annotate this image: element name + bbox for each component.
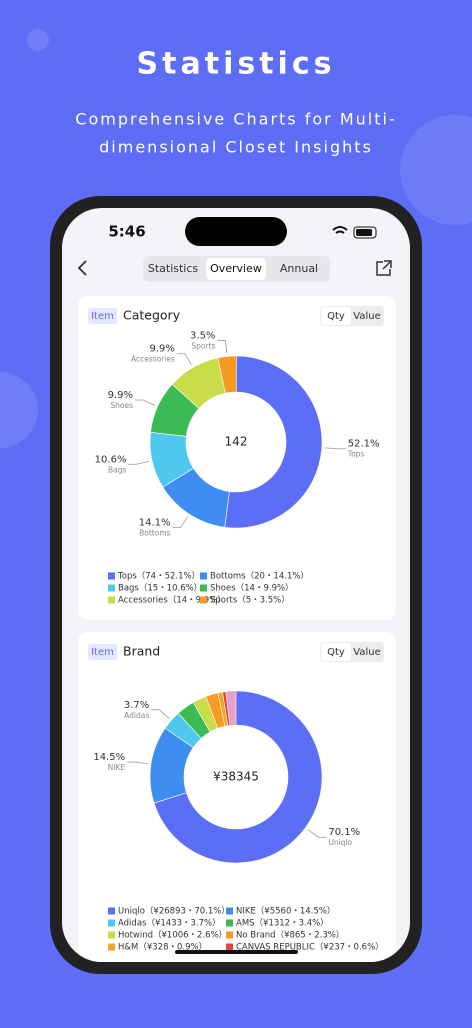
legend-swatch xyxy=(108,943,115,951)
slice-percent: 10.6% xyxy=(95,454,127,465)
leader-line xyxy=(128,461,150,465)
legend-swatch xyxy=(108,907,115,915)
decor xyxy=(0,372,38,448)
legend-swatch xyxy=(108,919,115,927)
slice-name: Accessories xyxy=(131,355,175,364)
slice-name: Tops xyxy=(347,450,365,459)
legend-swatch xyxy=(108,584,115,592)
wifi xyxy=(332,226,348,234)
tag: Item xyxy=(91,311,114,322)
card xyxy=(78,296,396,620)
donut-center: ¥38345 xyxy=(213,770,259,784)
slice-percent: 70.1% xyxy=(328,827,360,838)
battery xyxy=(353,226,377,239)
legend-entry: No Brand（¥865・2.3%） xyxy=(236,930,344,941)
legend-entry: NIKE（¥5560・14.5%） xyxy=(236,906,335,917)
legend-swatch xyxy=(200,584,207,592)
legend-swatch xyxy=(108,596,115,604)
toggle-option[interactable]: Value xyxy=(353,647,380,658)
headline: Statistics xyxy=(137,47,336,82)
slice-name: NIKE xyxy=(108,763,126,772)
donut-slice xyxy=(224,355,323,529)
back-button[interactable] xyxy=(77,260,87,276)
legend-entry: H&M（¥328・0.9%） xyxy=(118,942,207,953)
card xyxy=(78,632,396,962)
legend-entry: AMS（¥1312・3.4%） xyxy=(236,918,329,929)
legend-swatch xyxy=(226,919,233,927)
leader-line xyxy=(176,353,192,366)
battery-level xyxy=(356,229,372,236)
tab[interactable]: Overview xyxy=(210,262,262,275)
dynamic-island xyxy=(185,217,287,246)
slice-name: Shoes xyxy=(110,401,133,410)
donut-center: 142 xyxy=(225,435,248,449)
donut-slice xyxy=(153,690,323,864)
subtitle: Comprehensive Charts for Multi- xyxy=(75,110,396,129)
slice-percent: 3.5% xyxy=(190,331,215,342)
toggle-selected xyxy=(321,307,351,325)
legend-swatch xyxy=(226,907,233,915)
legend-swatch xyxy=(108,572,115,580)
leader-line xyxy=(217,340,228,354)
card-title: Brand xyxy=(123,644,160,659)
subtitle: dimensional Closet Insights xyxy=(99,138,373,157)
legend-entry: Hotwind（¥1006・2.6%） xyxy=(118,930,227,941)
tab[interactable]: Annual xyxy=(280,262,318,275)
legend-entry: Accessories（14・9.9%） xyxy=(118,595,226,606)
leader-line xyxy=(127,761,149,765)
legend-entry: Bags（15・10.6%） xyxy=(118,583,202,594)
legend-entry: Tops（74・52.1%） xyxy=(117,571,200,582)
donut-slice xyxy=(222,691,231,726)
home-indicator xyxy=(175,950,298,954)
legend-swatch xyxy=(226,943,233,951)
slice-name: Uniqlo xyxy=(328,838,352,847)
leader-line xyxy=(151,709,170,719)
legend-entry: CANVAS REPUBLIC（¥237・0.6%） xyxy=(236,942,384,953)
phone-screen: 5:46 Statistics Overview Annual Item Categor… xyxy=(62,208,410,962)
slice-name: Adidas xyxy=(124,711,149,720)
legend-swatch xyxy=(200,596,207,604)
donut-slice xyxy=(217,355,237,394)
slice-percent: 14.1% xyxy=(139,518,171,529)
segment-selected xyxy=(206,258,266,280)
legend-swatch xyxy=(226,931,233,939)
toggle-selected xyxy=(321,643,351,661)
legend-entry: Bottoms（20・14.1%） xyxy=(210,571,309,582)
share-button[interactable] xyxy=(376,260,392,276)
tag: Item xyxy=(91,647,114,658)
leader-line xyxy=(135,399,156,406)
decor xyxy=(27,29,49,51)
tag-bg xyxy=(88,644,117,660)
slice-percent: 9.9% xyxy=(150,344,175,355)
legend-entry: Uniqlo（¥26893・70.1%） xyxy=(118,906,230,917)
tab[interactable]: Statistics xyxy=(148,262,199,275)
slice-name: Sports xyxy=(191,342,215,351)
slice-name: Bags xyxy=(108,465,127,474)
toggle-option[interactable]: Qty xyxy=(327,647,345,658)
leader-line xyxy=(324,447,346,450)
leader-line xyxy=(172,516,188,529)
toggle-option[interactable]: Qty xyxy=(327,311,345,322)
slice-percent: 3.7% xyxy=(124,700,149,711)
toggle-option[interactable]: Value xyxy=(353,311,380,322)
slice-percent: 14.5% xyxy=(93,752,125,763)
slice-name: Bottoms xyxy=(139,529,171,538)
legend-swatch xyxy=(200,572,207,580)
legend-swatch xyxy=(108,931,115,939)
legend-entry: Shoes（14・9.9%） xyxy=(210,583,294,594)
tag-bg xyxy=(88,308,117,324)
slice-percent: 52.1% xyxy=(348,439,380,450)
leader-line xyxy=(307,829,327,838)
legend-entry: Adidas（¥1433・3.7%） xyxy=(118,918,221,929)
slice-percent: 9.9% xyxy=(108,390,133,401)
status-time: 5:46 xyxy=(108,223,145,241)
decor xyxy=(400,115,472,225)
card-title: Category xyxy=(123,308,181,323)
legend-entry: Sports（5・3.5%） xyxy=(210,595,290,606)
